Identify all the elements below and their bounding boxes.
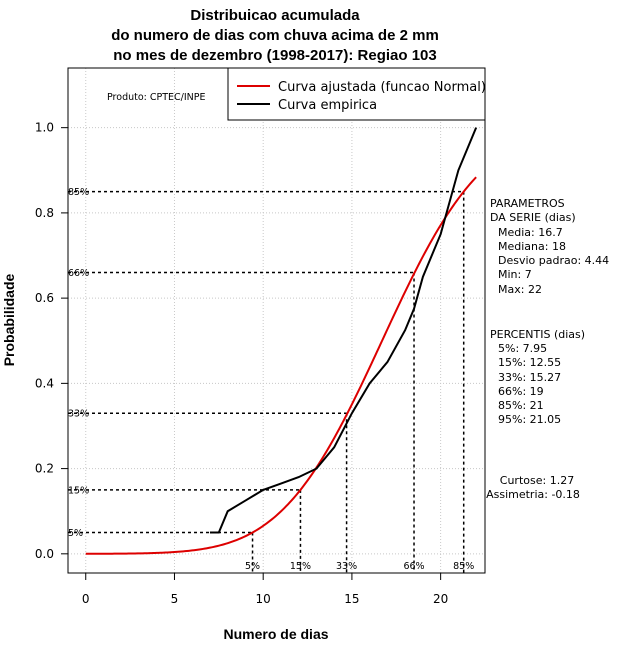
y-tick-label: 0.0 (35, 547, 54, 561)
chart-title: Distribuicao acumulada do numero de dias… (111, 7, 439, 64)
params-line: Desvio padrao: 4.44 (498, 254, 609, 267)
y-tick-label: 0.8 (35, 206, 54, 220)
x-tick-label: 15 (344, 592, 359, 606)
series-line-empirical (209, 127, 478, 534)
percentile-y-label: 33% (68, 409, 89, 420)
percentile-reference-lines: 5% 5% 15% 15% 33% 33% 66% 66% 85% 85% (68, 187, 474, 573)
percentile-line: 15%: 12.55 (498, 356, 561, 369)
x-tick-label: 20 (433, 592, 448, 606)
percentile-y-label: 85% (68, 187, 89, 198)
x-tick-label: 0 (82, 592, 90, 606)
percentile-y-label: 5% (68, 528, 83, 539)
percentile-line: 66%: 19 (498, 385, 544, 398)
y-tick-label: 0.4 (35, 376, 54, 390)
x-axis: 0 5 10 15 20 (82, 573, 448, 606)
params-line: Max: 22 (498, 283, 542, 296)
x-axis-label: Numero de dias (223, 626, 328, 642)
title-line-2: do numero de dias com chuva acima de 2 m… (111, 27, 439, 44)
title-line-3: no mes de dezembro (1998-2017): Regiao 1… (113, 47, 436, 64)
percentile-x-label: 85% (453, 561, 474, 572)
y-tick-label: 1.0 (35, 121, 54, 135)
title-line-1: Distribuicao acumulada (190, 7, 360, 24)
series-layer (85, 127, 478, 555)
producer-credit: Produto: CPTEC/INPE (107, 92, 206, 103)
percentile-y-label: 66% (68, 268, 89, 279)
percentile-x-label: 66% (403, 561, 424, 572)
x-tick-label: 5 (171, 592, 179, 606)
percentile-x-label: 33% (336, 561, 357, 572)
kurtosis: Curtose: 1.27 (500, 474, 574, 487)
legend: Curva ajustada (funcao Normal) Curva emp… (227, 67, 486, 121)
params-line: Mediana: 18 (498, 240, 566, 253)
legend-empirical-label: Curva empirica (278, 98, 377, 113)
params-line: Media: 16.7 (498, 226, 563, 239)
y-tick-label: 0.6 (35, 291, 54, 305)
y-axis-label: Probabilidade (1, 274, 17, 367)
percentile-line: 33%: 15.27 (498, 371, 561, 384)
skewness: Assimetria: -0.18 (486, 488, 580, 501)
legend-fitted-label: Curva ajustada (funcao Normal) (278, 80, 486, 95)
legend-box (227, 67, 486, 121)
x-tick-label: 10 (256, 592, 271, 606)
percentile-line: 85%: 21 (498, 399, 544, 412)
percentile-x-label: 5% (245, 561, 260, 572)
shape-statistics: Curtose: 1.27 Assimetria: -0.18 (486, 474, 580, 501)
params-line: PARAMETROS (490, 197, 565, 210)
percentile-line: PERCENTIS (dias) (490, 328, 585, 341)
series-parameters: PARAMETROS DA SERIE (dias) Media: 16.7 M… (490, 197, 609, 296)
percentile-y-label: 15% (68, 485, 89, 496)
percentile-x-label: 15% (290, 561, 311, 572)
params-line: Min: 7 (498, 268, 532, 281)
grid (68, 68, 485, 573)
plot-frame (67, 67, 486, 574)
percentile-line: 95%: 21.05 (498, 413, 561, 426)
y-axis: 0.0 0.2 0.4 0.6 0.8 1.0 (35, 121, 68, 561)
series-line-fitted (85, 176, 477, 555)
percentile-line: 5%: 7.95 (498, 342, 547, 355)
params-line: DA SERIE (dias) (490, 211, 576, 224)
percentiles-list: PERCENTIS (dias) 5%: 7.95 15%: 12.55 33%… (490, 328, 585, 426)
y-tick-label: 0.2 (35, 462, 54, 476)
